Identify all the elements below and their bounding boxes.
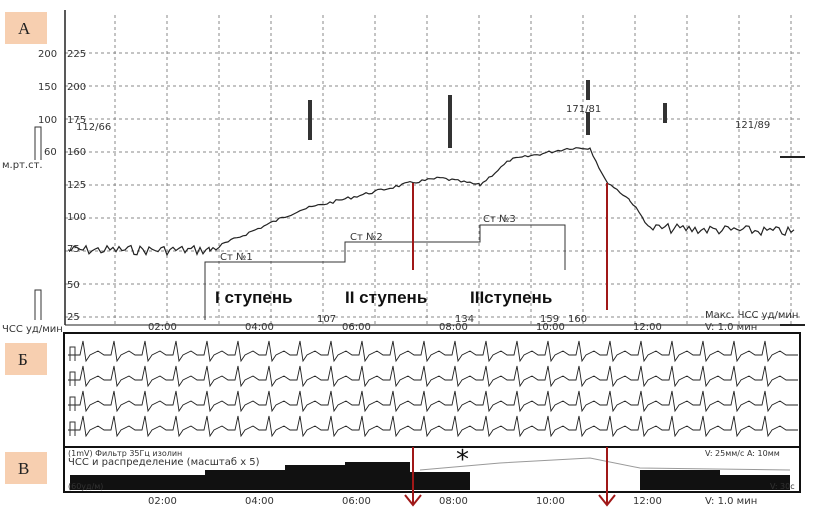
panel-label: Б xyxy=(18,350,28,369)
max-hr: Макс. ЧСС уд/мин xyxy=(705,310,798,321)
hr-value: 159 xyxy=(540,314,559,325)
time-label: 02:00 xyxy=(148,496,177,507)
figure: А Б В 200 150 100 60 225 200 175 160 125… xyxy=(0,0,832,524)
bp-bars xyxy=(310,80,665,148)
tick: 125 xyxy=(67,180,86,191)
star: * xyxy=(456,445,469,475)
time-label: 10:00 xyxy=(536,496,565,507)
tick: 200 xyxy=(38,49,57,60)
speed: V: 1.0 мин xyxy=(705,322,757,333)
time-label: 04:00 xyxy=(245,496,274,507)
ecg-trace xyxy=(68,366,798,386)
ecg-trace xyxy=(68,416,798,436)
scale: (60уд/м) xyxy=(68,482,103,491)
ecg-trace xyxy=(68,341,798,361)
bp-reading: 112/66 xyxy=(76,122,111,133)
time-label: 12:00 xyxy=(633,496,662,507)
stage-label: II ступень xyxy=(345,288,427,307)
hist-title: ЧСС и распределение (масштаб x 5) xyxy=(68,457,260,468)
tick: 200 xyxy=(67,82,86,93)
stage-marker: Ст №2 xyxy=(350,232,383,243)
time-label: 06:00 xyxy=(342,496,371,507)
unit: м.рт.ст. xyxy=(2,160,43,171)
speed: V: 30с xyxy=(770,482,795,491)
hr-trace xyxy=(68,148,794,255)
bp-reading: 171/81 xyxy=(566,104,601,115)
calibration xyxy=(35,127,41,320)
calibration xyxy=(70,372,75,386)
tick: 75 xyxy=(67,244,80,255)
tick: 50 xyxy=(67,280,80,291)
hr-value: 160 xyxy=(568,314,587,325)
tick: 60 xyxy=(44,147,57,158)
calibration xyxy=(70,422,75,436)
tick: 100 xyxy=(67,212,86,223)
tick: 225 xyxy=(67,49,86,60)
stage-label: IIIступень xyxy=(470,288,552,307)
time-label: 02:00 xyxy=(148,322,177,333)
speed: V: 25мм/с A: 10мм xyxy=(705,449,780,458)
calibration xyxy=(70,397,75,411)
tick: 100 xyxy=(38,115,57,126)
page: А Б В 200 150 100 60 225 200 175 160 125… xyxy=(0,0,832,528)
unit: ЧСС уд/мин xyxy=(2,324,63,335)
time-label: 08:00 xyxy=(439,496,468,507)
tick: 160 xyxy=(67,147,86,158)
tick: 150 xyxy=(38,82,57,93)
calibration xyxy=(70,347,75,361)
speed: V: 1.0 мин xyxy=(705,496,757,507)
time-label: 12:00 xyxy=(633,322,662,333)
hr-value: 107 xyxy=(317,314,336,325)
right-ticks: 225 200 175 160 125 100 75 50 25 xyxy=(67,49,86,323)
stage-marker: Ст №3 xyxy=(483,214,516,225)
time-label: 04:00 xyxy=(245,322,274,333)
grid xyxy=(65,15,800,325)
ecg xyxy=(68,341,798,436)
stage-label: I ступень xyxy=(215,288,293,307)
panel-label: В xyxy=(18,459,29,478)
bp-reading: 121/89 xyxy=(735,120,770,131)
hr-value: 134 xyxy=(455,314,474,325)
stage-marker: Ст №1 xyxy=(220,252,253,263)
hr-hist-line xyxy=(420,458,790,470)
ecg-trace xyxy=(68,391,798,411)
panel-label: А xyxy=(18,19,31,38)
time-label: 06:00 xyxy=(342,322,371,333)
tick: 25 xyxy=(67,312,80,323)
